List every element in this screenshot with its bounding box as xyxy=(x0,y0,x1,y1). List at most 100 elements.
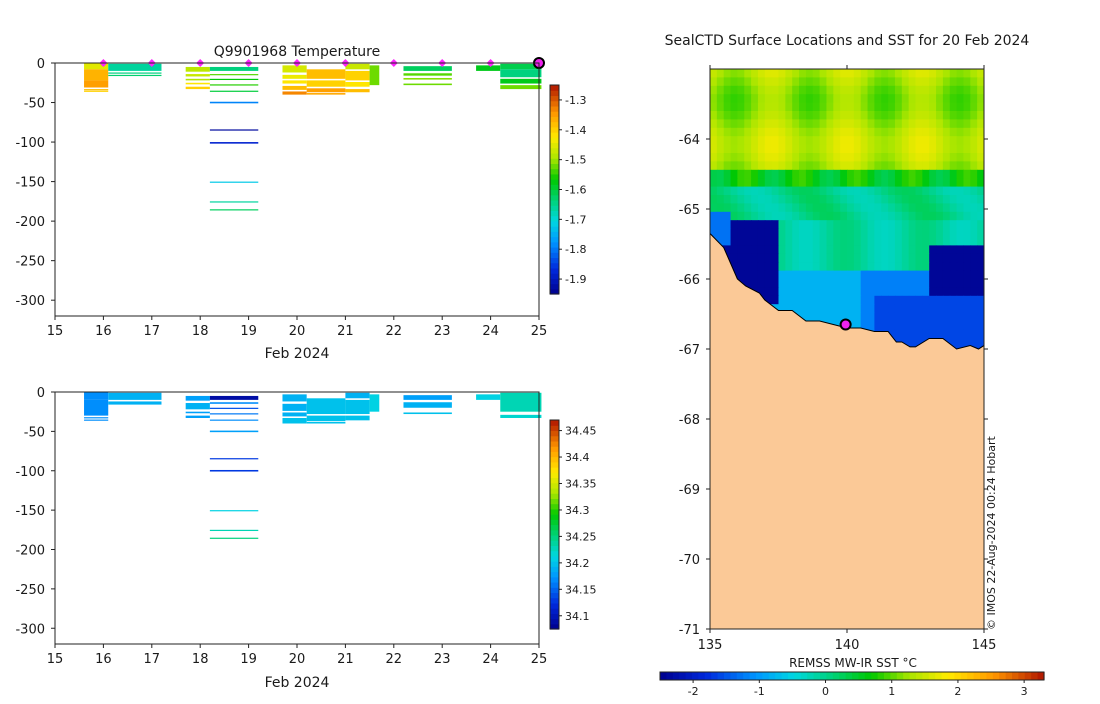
sst-cell xyxy=(853,245,862,255)
x-tick-label: 140 xyxy=(835,638,860,653)
sst-cell xyxy=(922,144,930,154)
sst-cell xyxy=(956,161,965,171)
sst-cell xyxy=(929,136,937,146)
sst-cell xyxy=(847,237,855,246)
sst-cell xyxy=(730,237,738,246)
colorbar-swatch xyxy=(980,672,987,680)
y-tick-label: -68 xyxy=(679,413,700,428)
sst-cell xyxy=(723,169,732,179)
sst-cell xyxy=(970,237,978,246)
sst-cell xyxy=(949,262,958,272)
sst-cell xyxy=(812,253,821,263)
sst-cell xyxy=(840,69,848,78)
sst-cell xyxy=(723,102,732,112)
sst-cell xyxy=(840,211,848,221)
sst-cell xyxy=(942,211,951,221)
sst-cell xyxy=(778,295,786,305)
profile-segment xyxy=(369,394,380,412)
sst-cell xyxy=(908,127,917,137)
sst-cell xyxy=(805,279,814,288)
sst-cell xyxy=(867,85,875,95)
sst-cell xyxy=(956,321,965,330)
sst-cell xyxy=(977,321,984,330)
sst-cell xyxy=(901,102,910,112)
sst-cell xyxy=(874,178,882,188)
y-tick-label: -66 xyxy=(679,273,700,288)
sst-cell xyxy=(942,161,951,171)
colorbar-swatch xyxy=(1018,672,1026,680)
x-tick-label: 21 xyxy=(337,324,354,339)
sst-cell xyxy=(853,262,862,272)
sst-cell xyxy=(963,94,971,104)
sst-cell xyxy=(710,211,718,221)
sst-cell xyxy=(792,279,800,288)
profile-segment xyxy=(403,395,452,400)
sst-cell xyxy=(710,161,718,171)
temperature-x-axis: 15 16 17 18 19 20 21 22 23 24 25 xyxy=(47,316,547,339)
sst-cell xyxy=(792,161,800,171)
sst-cell xyxy=(908,270,917,280)
sst-cell xyxy=(785,270,793,280)
sst-cell xyxy=(977,262,984,272)
sst-cell xyxy=(901,136,910,146)
sst-cell xyxy=(963,144,971,154)
sst-cell xyxy=(730,127,738,137)
sst-cell xyxy=(771,111,780,120)
sst-cell xyxy=(778,94,786,104)
sst-cell xyxy=(847,144,855,154)
sst-cell xyxy=(949,69,958,78)
sst-cell xyxy=(915,153,923,162)
sst-cell xyxy=(915,270,923,280)
sst-cell xyxy=(860,77,869,87)
sst-cell xyxy=(757,153,766,162)
sst-cell xyxy=(819,203,828,213)
sst-cell xyxy=(723,245,732,255)
sst-cell xyxy=(963,111,971,120)
sst-cell xyxy=(881,153,889,162)
profile-segment xyxy=(84,399,109,416)
sst-cell xyxy=(867,127,875,137)
colorbar-swatch xyxy=(550,435,559,442)
sst-cell xyxy=(723,136,732,146)
sst-cell xyxy=(922,85,930,95)
colorbar-swatch xyxy=(550,142,559,149)
sst-cell xyxy=(716,169,725,179)
sst-cell xyxy=(888,102,896,112)
colorbar-swatch xyxy=(550,451,559,458)
sst-cell xyxy=(970,169,978,179)
sst-cell xyxy=(894,161,903,171)
colorbar-swatch xyxy=(922,672,930,680)
x-tick-label: 15 xyxy=(47,324,64,339)
sst-cell xyxy=(956,220,965,230)
sst-cell xyxy=(922,304,930,314)
colorbar-swatch xyxy=(550,540,559,546)
sst-cell xyxy=(744,153,752,162)
sst-cell xyxy=(936,136,944,146)
sst-cell xyxy=(894,321,903,330)
sst-cell xyxy=(881,144,889,154)
sst-cell xyxy=(867,77,875,87)
sst-cell xyxy=(778,270,786,280)
sst-cell xyxy=(785,136,793,146)
sst-cell xyxy=(874,321,882,330)
sst-cell xyxy=(860,228,869,238)
sst-cell xyxy=(785,262,793,272)
sst-cell xyxy=(860,94,869,104)
colorbar-swatch xyxy=(813,672,821,680)
sst-cell xyxy=(757,136,766,146)
sst-cell xyxy=(867,312,875,322)
sst-cell xyxy=(744,220,752,230)
colorbar-tick-label: 34.1 xyxy=(565,610,590,623)
colorbar-swatch xyxy=(909,672,917,680)
sst-cell xyxy=(908,211,917,221)
sst-cell xyxy=(805,119,814,129)
sst-cell xyxy=(737,195,745,204)
sst-cell xyxy=(847,178,855,188)
sst-cell xyxy=(716,161,725,171)
sst-cell xyxy=(744,270,752,280)
sst-cell xyxy=(963,77,971,87)
sst-cell xyxy=(908,220,917,230)
sst-cell xyxy=(922,111,930,120)
sst-cell xyxy=(785,245,793,255)
sst-cell xyxy=(888,153,896,162)
